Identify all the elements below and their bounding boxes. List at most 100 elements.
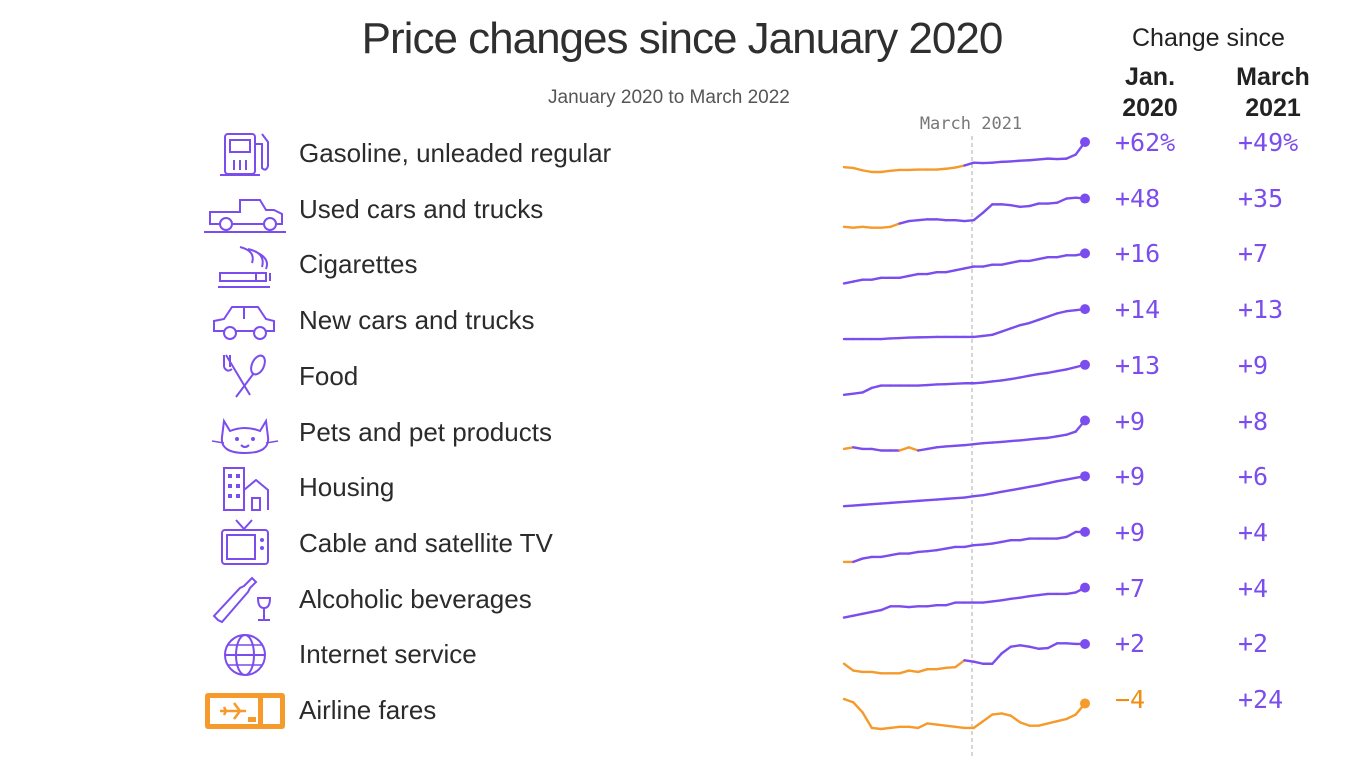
sparkline-segment xyxy=(981,600,994,604)
sparkline-segment xyxy=(935,445,948,449)
sparkline-segment xyxy=(935,666,948,671)
sparkline-segment xyxy=(889,501,901,505)
change-since-header: Change since xyxy=(1132,24,1285,52)
sparkline-segment xyxy=(842,392,855,396)
sparkline-segment xyxy=(1037,255,1050,261)
sparkline-segment xyxy=(1028,437,1040,441)
sparkline-segment xyxy=(991,379,1003,383)
col-header-jan-2020-line1: Jan. xyxy=(1124,63,1176,91)
cigarette-icon xyxy=(200,239,290,291)
sparkline-segment xyxy=(972,494,985,498)
sparkline-segment xyxy=(1000,539,1013,544)
sparkline-segment xyxy=(1046,480,1059,485)
reference-line-label: March 2021 xyxy=(920,114,1022,134)
change-since-jan-2020: +14 xyxy=(1115,295,1161,325)
sparkline-segment xyxy=(852,669,864,674)
sparkline-segment xyxy=(870,726,883,731)
sparkline-segment xyxy=(861,610,874,616)
sparkline-segment xyxy=(981,542,994,546)
sparkline-segment xyxy=(852,166,864,172)
sparkline-segment xyxy=(963,161,975,167)
row-label: Gasoline, unleaded regular xyxy=(299,138,612,168)
sparkline-segment xyxy=(889,222,901,229)
sparkline-segment xyxy=(1018,374,1031,379)
sparkline-segment xyxy=(852,701,864,714)
sparkline-segment xyxy=(916,550,929,554)
sparkline-segment xyxy=(898,446,911,452)
fork-spoon-icon xyxy=(200,351,290,403)
sparkline-segment xyxy=(1009,644,1022,648)
sparkline-segment xyxy=(926,549,938,553)
sparkline-segment xyxy=(916,447,929,452)
sparkline-segment xyxy=(1009,596,1022,601)
sparkline-segment xyxy=(1046,720,1059,725)
sparkline-segment xyxy=(926,446,938,451)
row-label: Pets and pet products xyxy=(299,416,552,447)
sparkline-segment xyxy=(870,384,883,390)
sparkline-segment xyxy=(916,668,929,674)
sparkline-segment xyxy=(1000,261,1013,266)
airline-ticket-icon xyxy=(200,685,290,737)
sparkline-segment xyxy=(1009,159,1022,163)
sparkline-segment xyxy=(926,604,938,608)
sparkline-segment xyxy=(889,725,901,730)
sparkline-segment xyxy=(1037,436,1050,440)
sparkline-segment xyxy=(879,225,892,229)
sparkline-endpoint xyxy=(1080,471,1090,482)
sparkline-segment xyxy=(898,605,911,609)
sparkline-segment xyxy=(861,555,874,560)
sparkline-segment xyxy=(1037,482,1050,487)
sparkline-segment xyxy=(852,225,864,229)
sparkline-segment xyxy=(935,723,948,727)
sparkline-segment xyxy=(842,280,855,285)
sparkline-segment xyxy=(1055,254,1068,259)
sparkline-segment xyxy=(981,263,994,268)
sparkline-segment xyxy=(1037,646,1050,650)
change-since-march-2021: +49% xyxy=(1238,128,1299,157)
sparkline-segment xyxy=(879,605,892,612)
sparkline-segment xyxy=(842,225,855,229)
sparkline-segment xyxy=(1037,592,1050,597)
change-since-jan-2020: −4 xyxy=(1115,685,1146,714)
table-row: Cable and satellite TV +9 +4 xyxy=(0,518,1366,574)
sparkline-segment xyxy=(1037,722,1050,727)
sparkline-segment xyxy=(842,662,855,672)
sparkline-segment xyxy=(991,712,1003,716)
sparkline-segment xyxy=(1046,369,1059,375)
change-since-march-2021: +8 xyxy=(1238,406,1269,436)
gas-pump-icon xyxy=(200,128,290,180)
sparkline-segment xyxy=(1009,714,1022,724)
sparkline-segment xyxy=(981,380,994,384)
sparkline-segment xyxy=(1009,439,1022,443)
row-label: Housing xyxy=(299,472,395,503)
sparkline-segment xyxy=(870,608,883,614)
sparkline-segment xyxy=(916,722,929,730)
table-row: Internet service +2 +2 xyxy=(0,629,1366,685)
sparkline-segment xyxy=(944,444,957,448)
sparkline-segment xyxy=(1028,593,1040,598)
sparkline-segment xyxy=(963,218,975,223)
sparkline-segment xyxy=(972,720,985,730)
sparkline-segment xyxy=(1065,365,1077,371)
sparkline-segment xyxy=(926,722,938,726)
sparkline-segment xyxy=(972,442,985,446)
sparkline-segment xyxy=(1018,321,1031,327)
sparkline-segment xyxy=(898,669,911,675)
change-since-march-2021: +9 xyxy=(1238,350,1269,380)
col-header-march-2021-line1: March xyxy=(1236,63,1310,91)
col-header-jan-2020: Jan. 2020 xyxy=(1090,62,1210,124)
sparkline-segment xyxy=(1000,203,1013,207)
sparkline-segment xyxy=(870,502,883,506)
sparkline-segment xyxy=(954,267,966,272)
sparkline-segment xyxy=(991,652,1003,665)
sparkline-segment xyxy=(861,711,874,730)
sparkline-segment xyxy=(954,164,966,169)
sparkline-segment xyxy=(935,497,948,501)
sparkline-segment xyxy=(1018,644,1031,648)
change-since-march-2021: +35 xyxy=(1238,183,1284,213)
sparkline-endpoint xyxy=(1080,638,1090,649)
col-header-jan-2020-line2: 2020 xyxy=(1122,94,1178,122)
wine-bottle-icon xyxy=(200,574,290,626)
sparkline-segment xyxy=(1000,712,1013,717)
change-since-march-2021: +4 xyxy=(1238,573,1269,603)
